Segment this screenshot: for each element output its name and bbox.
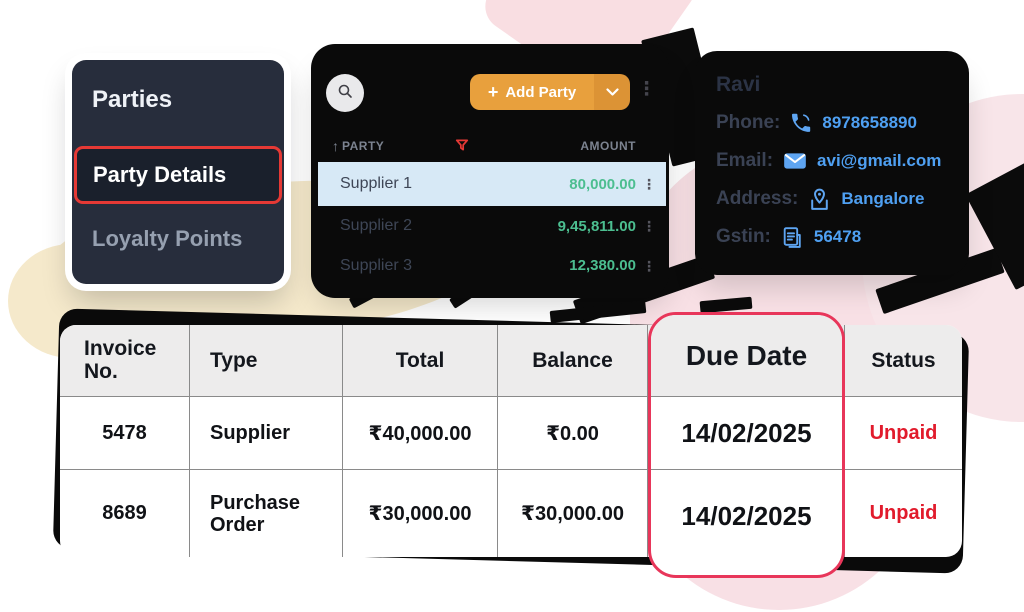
header-type: Type xyxy=(190,325,343,397)
search-icon xyxy=(337,83,353,104)
header-invoice-no: Invoice No. xyxy=(60,325,190,397)
sidebar-item-party-details[interactable]: Party Details xyxy=(74,146,282,204)
filter-funnel-icon[interactable] xyxy=(455,138,469,157)
party-row-supplier-3[interactable]: Supplier 3 12,380.00 ⋮ xyxy=(318,246,666,285)
contact-gstin-row: Gstin: 56478 xyxy=(716,218,950,256)
due-date-cell: 14/02/2025 xyxy=(681,501,812,531)
amount-column-header: AMOUNT xyxy=(580,139,636,153)
cell-invoice-no: 8689 xyxy=(60,470,190,557)
due-date-highlight-column: Due Date 14/02/2025 14/02/2025 xyxy=(648,312,845,578)
party-amount: 9,45,811.00 xyxy=(557,217,636,235)
party-name: Supplier 1 xyxy=(340,175,413,192)
party-row-supplier-1[interactable]: Supplier 1 80,000.00 ⋮ xyxy=(318,162,666,206)
sidebar-item-loyalty-points[interactable]: Loyalty Points xyxy=(92,226,243,251)
status-badge: Unpaid xyxy=(869,502,938,524)
party-list: Supplier 1 80,000.00 ⋮ Supplier 2 9,45,8… xyxy=(318,162,666,285)
phone-icon xyxy=(789,111,813,135)
more-options-icon[interactable]: ⋮ xyxy=(637,79,656,100)
gstin-label: Gstin: xyxy=(716,226,771,247)
contact-address-row: Address: Bangalore xyxy=(716,180,950,218)
party-name: Supplier 3 xyxy=(340,256,413,274)
contact-email-row: Email: avi@gmail.com xyxy=(716,142,950,180)
add-party-button[interactable]: + Add Party xyxy=(470,74,630,110)
party-list-header: ↑ PARTY AMOUNT xyxy=(332,136,636,156)
contact-phone-row: Phone: 8978658890 xyxy=(716,104,950,142)
add-party-main[interactable]: + Add Party xyxy=(470,74,594,110)
phone-value[interactable]: 8978658890 xyxy=(822,113,917,132)
due-date-cell: 14/02/2025 xyxy=(651,397,842,470)
header-balance: Balance xyxy=(498,325,648,397)
cell-total: ₹40,000.00 xyxy=(343,397,498,470)
plus-icon: + xyxy=(487,82,499,102)
location-icon xyxy=(807,187,832,212)
sort-arrow-icon[interactable]: ↑ xyxy=(332,138,339,154)
address-label: Address: xyxy=(716,188,799,209)
address-value[interactable]: Bangalore xyxy=(841,189,925,208)
cell-type: Purchase Order xyxy=(190,470,343,557)
party-amount: 80,000.00 xyxy=(569,175,636,193)
contact-card: Ravi Phone: 8978658890 Email: avi@gmail.… xyxy=(695,51,969,275)
row-more-options-icon[interactable]: ⋮ xyxy=(642,257,656,274)
email-label: Email: xyxy=(716,150,774,171)
phone-label: Phone: xyxy=(716,112,781,133)
party-row-supplier-2[interactable]: Supplier 2 9,45,811.00 ⋮ xyxy=(318,206,666,246)
cell-invoice-no: 5478 xyxy=(60,397,190,470)
party-name: Supplier 2 xyxy=(340,217,413,234)
sidebar-item-label: Party Details xyxy=(93,162,227,187)
contact-name: Ravi xyxy=(716,73,761,96)
sidebar-panel: Parties Party Details Loyalty Points xyxy=(72,60,284,284)
search-button[interactable] xyxy=(326,74,364,112)
party-list-card: + Add Party ⋮ ↑ PARTY AMOUNT Supplier 1 … xyxy=(311,44,669,298)
sidebar-item-parties[interactable]: Parties xyxy=(92,86,173,113)
status-badge: Unpaid xyxy=(845,397,962,470)
gst-document-icon xyxy=(780,225,805,250)
add-party-label: Add Party xyxy=(505,83,577,101)
gstin-value[interactable]: 56478 xyxy=(813,227,862,246)
cell-total: ₹30,000.00 xyxy=(343,470,498,557)
cell-type: Supplier xyxy=(190,397,343,470)
cell-balance: ₹0.00 xyxy=(498,397,648,470)
header-status: Status xyxy=(845,325,962,397)
add-party-dropdown[interactable] xyxy=(594,74,630,110)
due-date-header: Due Date xyxy=(651,315,842,397)
row-more-options-icon[interactable]: ⋮ xyxy=(642,218,656,234)
header-total: Total xyxy=(343,325,498,397)
email-value[interactable]: avi@gmail.com xyxy=(817,151,942,170)
chevron-down-icon xyxy=(605,83,619,101)
row-more-options-icon[interactable]: ⋮ xyxy=(642,176,656,192)
party-column-header[interactable]: PARTY xyxy=(342,139,385,153)
cell-balance: ₹30,000.00 xyxy=(498,470,648,557)
email-icon xyxy=(782,148,808,174)
party-amount: 12,380.00 xyxy=(569,257,636,274)
